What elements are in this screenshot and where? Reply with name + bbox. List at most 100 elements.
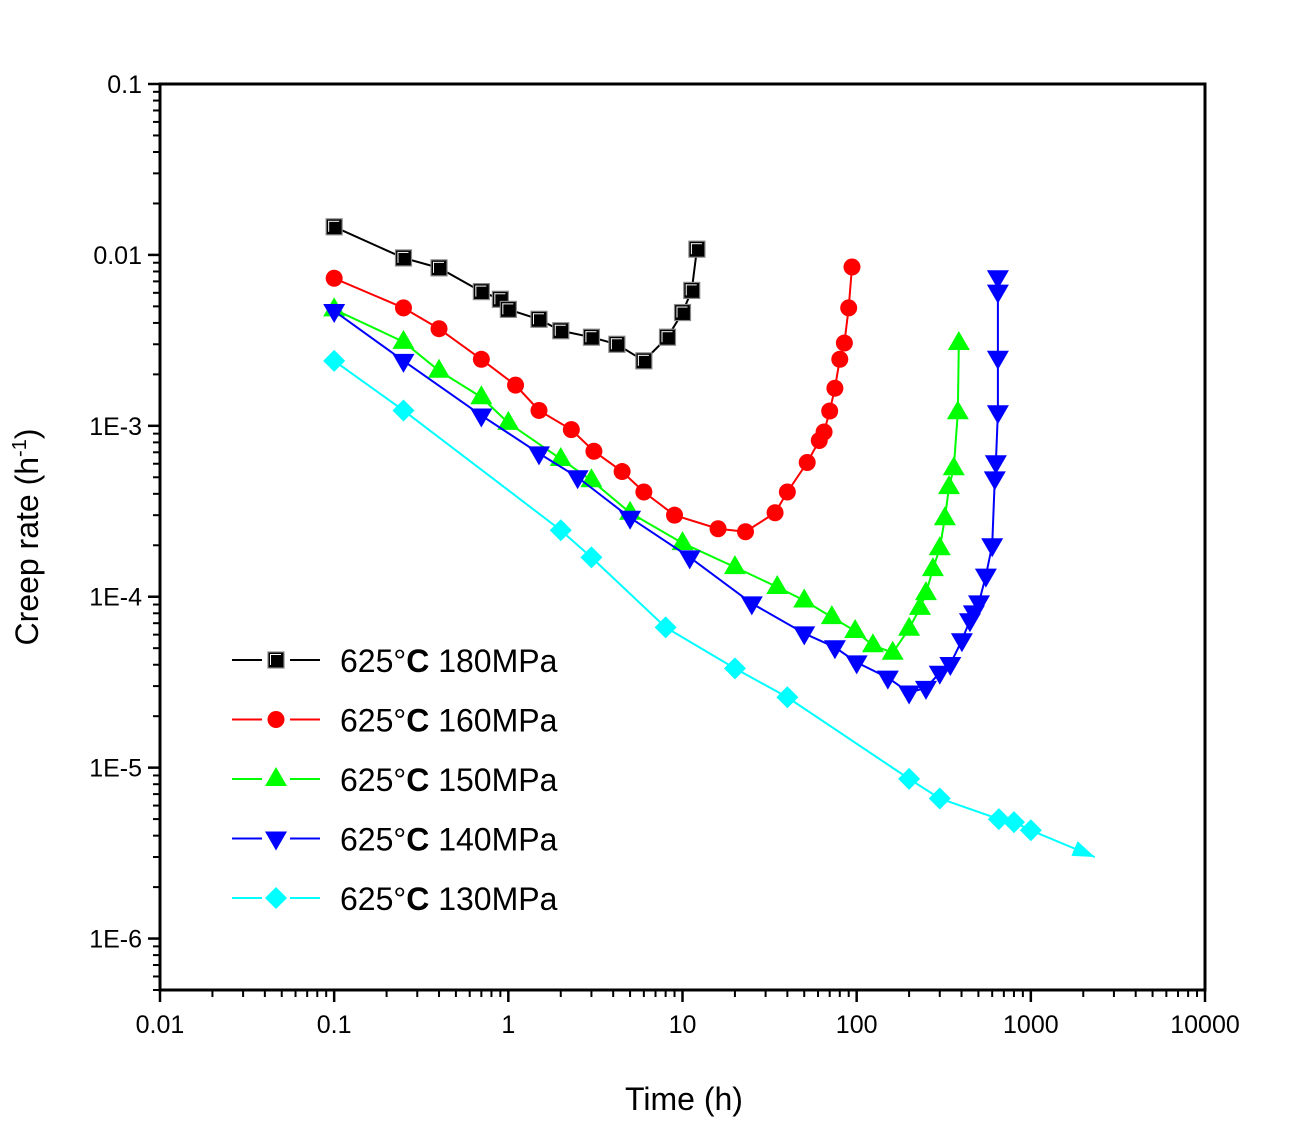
data-point <box>635 483 653 501</box>
data-point <box>843 258 861 276</box>
data-point <box>793 626 816 646</box>
series-2 <box>323 297 970 660</box>
data-point <box>984 455 1007 475</box>
data-point <box>914 581 937 601</box>
data-point <box>914 680 937 700</box>
data-point <box>323 303 346 323</box>
data-point <box>323 349 346 372</box>
data-point <box>430 320 448 338</box>
data-point <box>928 787 951 810</box>
data-point <box>798 454 816 472</box>
legend-label-prefix: 625° <box>340 762 406 798</box>
data-point <box>898 767 921 790</box>
data-point <box>658 328 677 346</box>
data-point <box>723 555 746 575</box>
legend-label: 625°C 130MPa <box>340 881 558 917</box>
data-point <box>898 685 921 705</box>
data-point <box>472 282 490 301</box>
data-point <box>928 665 951 685</box>
data-point <box>497 410 520 430</box>
legend-label-prefix: 625° <box>340 822 406 858</box>
data-point <box>392 399 415 422</box>
data-point <box>986 405 1009 425</box>
data-point <box>430 259 448 277</box>
data-point <box>709 520 727 538</box>
data-point <box>898 616 921 636</box>
series-3 <box>323 270 1009 705</box>
legend-marker-icon <box>265 767 287 786</box>
y-axis-title-main: Creep rate (h <box>9 457 45 646</box>
data-point <box>983 471 1006 491</box>
y-tick-label: 1E-5 <box>89 755 142 783</box>
data-point <box>530 401 548 419</box>
y-tick-label: 0.01 <box>93 242 142 270</box>
data-point <box>671 531 694 551</box>
x-tick-label: 1000 <box>1003 1011 1059 1039</box>
data-point <box>549 446 572 466</box>
legend-marker-icon <box>265 831 287 851</box>
legend-marker-icon <box>267 711 285 728</box>
legend-label-stress: 180MPa <box>429 643 557 679</box>
y-axis-title: Creep rate (h-1) <box>9 429 45 646</box>
data-point <box>821 402 839 420</box>
x-tick-label: 0.1 <box>317 1011 352 1039</box>
legend-label: 625°C 180MPa <box>340 643 558 679</box>
data-point <box>793 588 816 608</box>
legend-marker-icon <box>265 887 287 909</box>
data-point <box>928 536 951 556</box>
y-tick-label: 1E-4 <box>89 584 142 612</box>
data-point <box>844 619 867 639</box>
data-point <box>974 568 997 588</box>
data-point <box>826 379 844 397</box>
legend-label: 625°C 150MPa <box>340 762 558 798</box>
legend-item: 625°C 150MPa <box>232 762 558 798</box>
data-point <box>766 575 789 595</box>
y-tick-label: 0.1 <box>107 71 142 99</box>
data-point <box>986 284 1009 304</box>
series-1 <box>325 258 861 541</box>
legend-label-stress: 160MPa <box>429 703 557 739</box>
data-point <box>552 322 570 340</box>
data-point <box>823 640 846 660</box>
data-point <box>619 510 642 530</box>
data-point <box>683 281 701 299</box>
legend-label-stress: 140MPa <box>429 822 557 858</box>
data-point <box>608 335 626 353</box>
data-point <box>582 328 601 346</box>
data-point <box>1002 811 1025 834</box>
legend-label-stress: 150MPa <box>429 762 557 798</box>
legend-label-prefix: 625° <box>340 703 406 739</box>
data-point <box>673 303 692 322</box>
data-point <box>688 240 706 258</box>
data-point <box>549 519 572 542</box>
legend-label-unit: C <box>406 703 429 739</box>
data-point <box>939 657 962 677</box>
data-point <box>666 506 684 524</box>
data-point <box>1019 819 1042 842</box>
data-point <box>562 421 580 439</box>
data-point <box>325 218 343 236</box>
data-point <box>840 299 858 317</box>
legend-item: 625°C 140MPa <box>232 822 558 858</box>
data-point <box>815 423 833 441</box>
legend-item: 625°C 160MPa <box>232 703 558 739</box>
data-point <box>845 655 868 675</box>
data-point <box>835 334 853 352</box>
x-tick-label: 0.01 <box>136 1011 185 1039</box>
data-point <box>987 808 1010 831</box>
data-point <box>678 550 701 570</box>
data-point <box>528 446 551 466</box>
y-tick-label: 1E-3 <box>89 413 142 441</box>
data-point <box>392 329 415 349</box>
data-point <box>861 633 884 653</box>
series-4 <box>323 349 1096 858</box>
data-point <box>740 596 763 616</box>
data-point <box>566 470 589 490</box>
data-point <box>950 633 973 653</box>
data-point <box>876 670 899 690</box>
data-point <box>778 483 796 501</box>
data-point <box>499 300 517 318</box>
legend-label-unit: C <box>406 822 429 858</box>
data-point <box>766 504 784 522</box>
